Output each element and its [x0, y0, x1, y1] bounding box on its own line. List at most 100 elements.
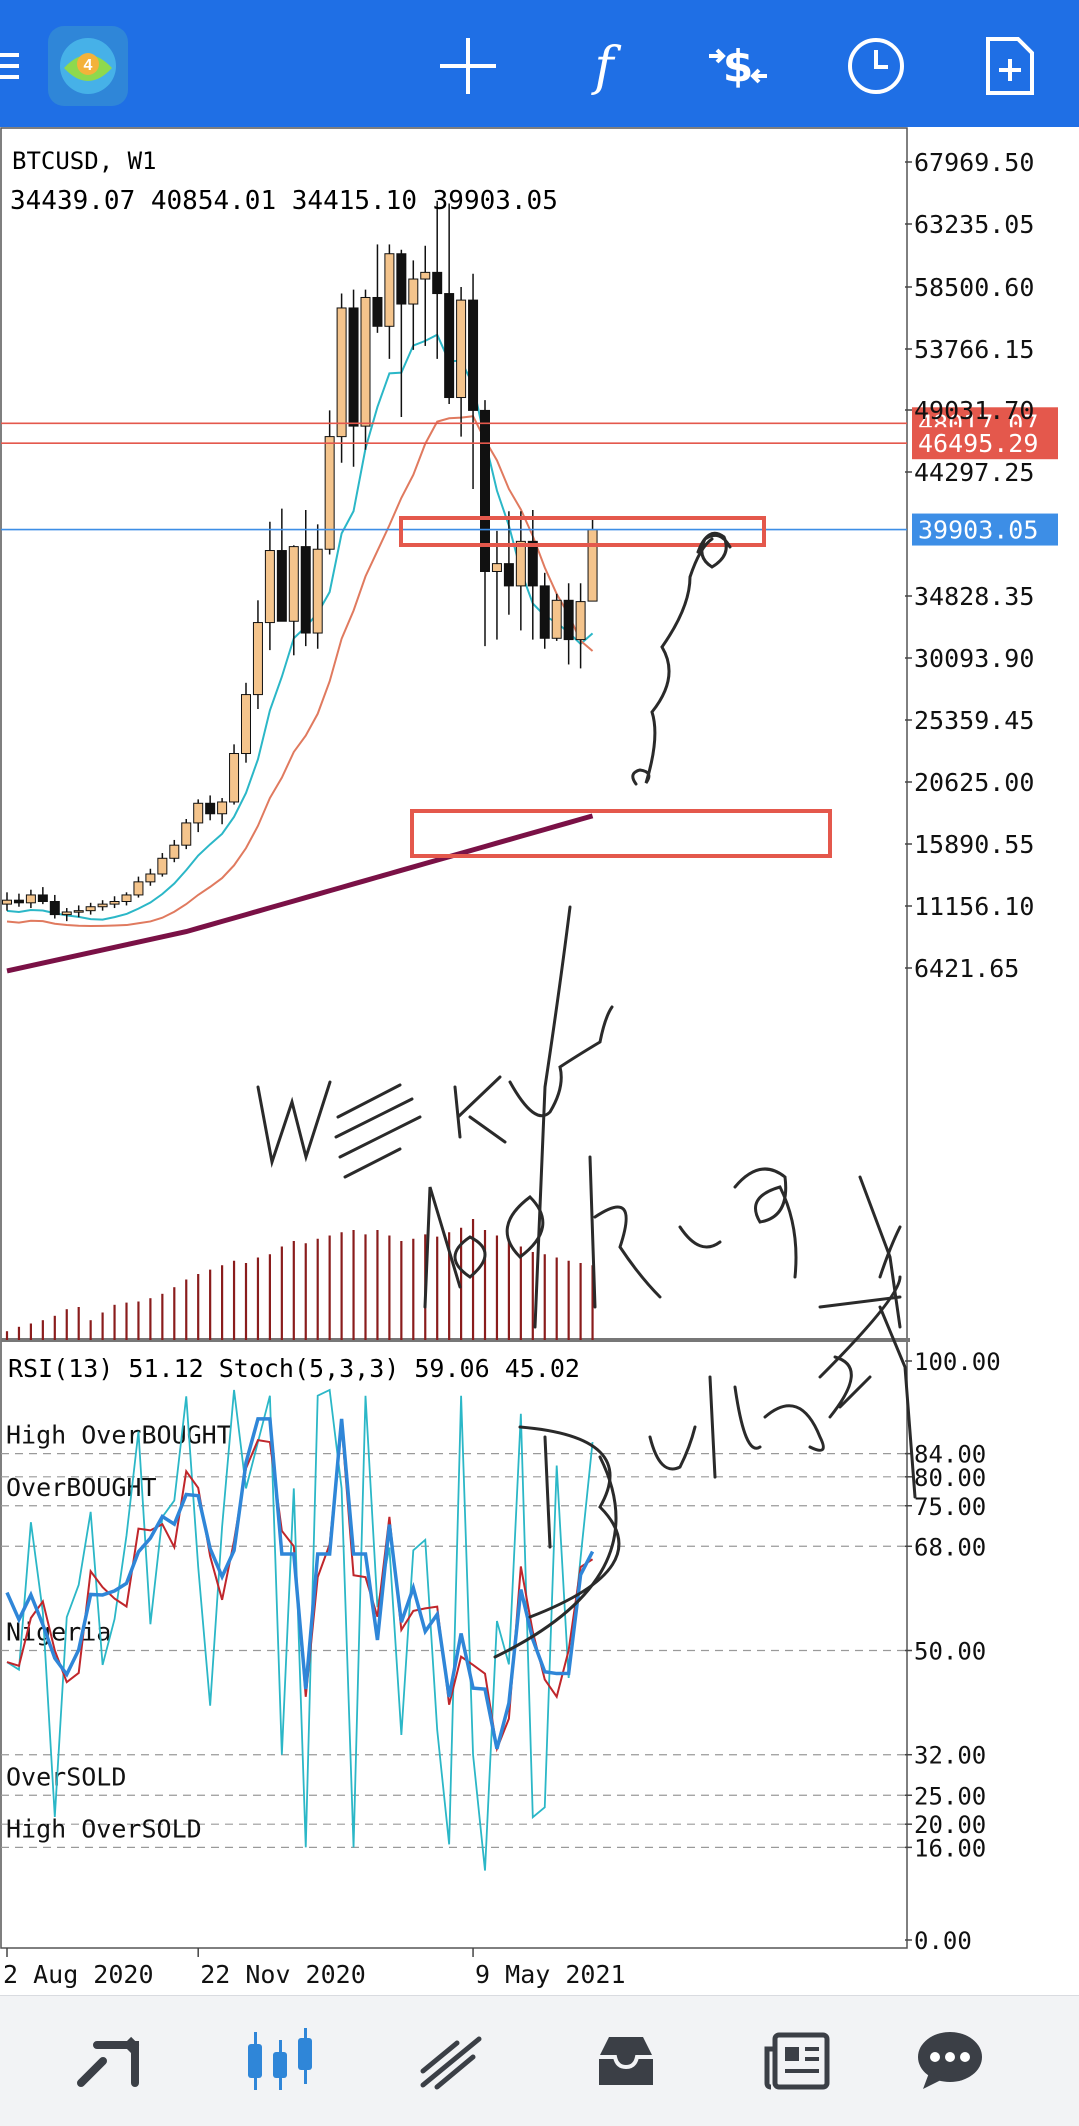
candle: [37, 887, 48, 905]
trade-icon[interactable]: [402, 2026, 502, 2096]
candle: [229, 744, 240, 805]
candle-body: [420, 271, 431, 280]
candle: [133, 876, 144, 898]
rsi-tick-label: 80.00: [914, 1464, 986, 1492]
history-icon[interactable]: [576, 2026, 676, 2096]
candle: [503, 511, 514, 615]
candle-body: [456, 299, 467, 399]
candle-body: [61, 911, 72, 916]
chart-icon[interactable]: [230, 2026, 330, 2096]
candle: [348, 289, 359, 467]
candle-body: [408, 278, 419, 305]
candle: [324, 410, 335, 555]
candle-body: [97, 903, 108, 908]
candle: [13, 893, 24, 907]
candle: [157, 853, 168, 877]
ma-fast-line: [6, 333, 594, 921]
candle-body: [252, 622, 263, 696]
volume-bars: [5, 1219, 594, 1340]
candle: [360, 289, 371, 450]
crosshair-icon[interactable]: [420, 18, 516, 114]
candle: [217, 798, 228, 825]
candle: [384, 244, 395, 359]
price-tick-label: 58500.60: [914, 273, 1034, 302]
candle: [468, 273, 479, 489]
candle-body: [324, 436, 335, 550]
candle-body: [312, 548, 323, 634]
candle-body: [491, 563, 502, 572]
support-zone[interactable]: [410, 809, 832, 858]
chat-icon[interactable]: [900, 2026, 1000, 2096]
rsi-tick-label: 0.00: [914, 1927, 972, 1955]
candle: [205, 795, 216, 821]
candle-body: [444, 293, 455, 399]
price-tick-label: 63235.05: [914, 210, 1034, 239]
price-level-badge: [912, 427, 1058, 460]
candle: [444, 203, 455, 404]
chart-title: BTCUSD, W1: [12, 147, 157, 175]
candle-body: [133, 881, 144, 896]
candle: [181, 818, 192, 850]
function-icon[interactable]: f: [556, 18, 652, 114]
svg-text:$: $: [723, 41, 754, 92]
candle-body: [276, 550, 287, 622]
bottom-navigation: [0, 1995, 1079, 2126]
quotes-icon[interactable]: [58, 2026, 158, 2096]
price-tick-label: 25359.45: [914, 706, 1034, 735]
candle-body: [25, 894, 36, 904]
time-axis: 2 Aug 2020 22 Nov 2020 9 May 2021: [3, 1948, 626, 1989]
new-document-icon[interactable]: [962, 18, 1058, 114]
candle: [432, 200, 443, 359]
price-tick-label: 30093.90: [914, 644, 1034, 673]
price-tick-label: 15890.55: [914, 830, 1034, 859]
ma-medium-line: [6, 415, 594, 927]
rsi-tick-label: 32.00: [914, 1742, 986, 1770]
price-tick-label: 44297.25: [914, 458, 1034, 487]
candle-body: [348, 307, 359, 427]
candle-body: [73, 910, 84, 913]
rsi-line: [5, 1417, 595, 1750]
candle: [264, 521, 275, 651]
rsi-tick-label: 16.00: [914, 1834, 986, 1862]
trade-icon[interactable]: $: [690, 18, 786, 114]
candle-body: [49, 900, 60, 916]
rsi-tick-label: 100.00: [914, 1348, 1001, 1376]
app-logo[interactable]: 4: [40, 18, 136, 114]
svg-text:4: 4: [84, 57, 93, 74]
candle-body: [193, 802, 204, 824]
chart-frame: [0, 127, 910, 1949]
rsi-tick-label: 25.00: [914, 1782, 986, 1810]
moving-averages: [6, 333, 594, 974]
candle: [312, 524, 323, 649]
handwritten-annotations: [256, 531, 917, 1659]
candle: [109, 896, 120, 909]
price-tick-label: 11156.10: [914, 892, 1034, 921]
rsi-tick-label: 68.00: [914, 1533, 986, 1561]
candle-body: [217, 801, 228, 815]
candle-body: [539, 585, 550, 639]
candle-body: [527, 540, 538, 587]
clock-icon[interactable]: [828, 18, 924, 114]
candle: [276, 508, 287, 622]
price-tick-label: 20625.00: [914, 768, 1034, 797]
candle: [252, 600, 263, 709]
candle-body: [551, 599, 562, 639]
candle-body: [121, 894, 132, 902]
time-tick-label: 2 Aug 2020: [3, 1960, 154, 1989]
price-axis: 67969.50 63235.05 58500.60 53766.15 49031.70…: [905, 148, 1034, 983]
menu-icon[interactable]: [0, 18, 40, 114]
resistance-zone[interactable]: [399, 516, 766, 547]
candle: [193, 799, 204, 833]
candle: [241, 682, 251, 763]
rsi-label: RSI(13) 51.12 Stoch(5,3,3) 59.06 45.02: [8, 1354, 580, 1383]
candle-body: [205, 802, 216, 815]
time-tick-label: 22 Nov 2020: [200, 1960, 366, 1989]
candle: [49, 894, 60, 919]
rsi-tick-label: 84.00: [914, 1441, 986, 1469]
news-icon[interactable]: [748, 2026, 848, 2096]
candle-body: [241, 694, 251, 755]
price-tick-label: 53766.15: [914, 335, 1034, 364]
candle: [97, 900, 108, 911]
